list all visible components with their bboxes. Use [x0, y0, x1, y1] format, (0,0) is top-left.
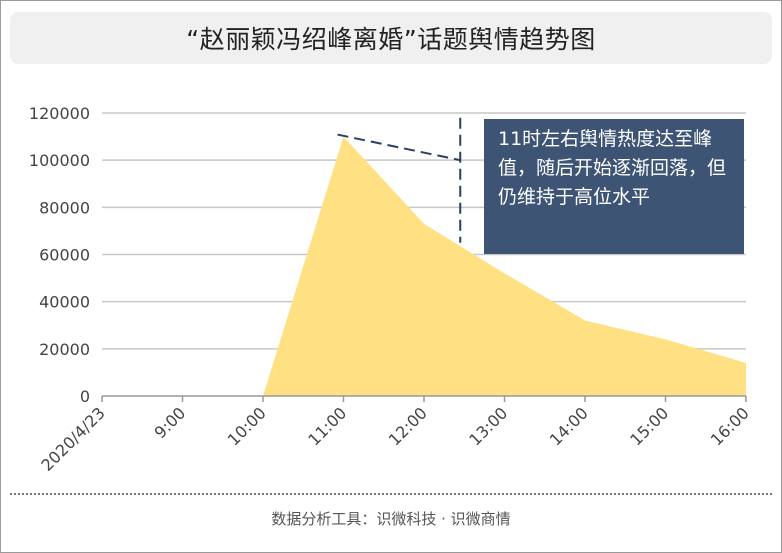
annotation-text: 11时左右舆情热度达至峰值，随后开始逐渐回落，但仍维持于高位水平 — [498, 128, 727, 208]
x-tick-label: 13:00 — [465, 403, 511, 449]
y-tick-label: 80000 — [39, 198, 90, 217]
y-tick-label: 120000 — [29, 104, 90, 123]
footer-source: 数据分析工具：识微科技 · 识微商情 — [271, 510, 511, 528]
x-tick-label: 14:00 — [546, 403, 592, 449]
x-tick-label: 10:00 — [224, 403, 270, 449]
chart-title: “赵丽颖冯绍峰离婚”话题舆情趋势图 — [186, 25, 596, 54]
title-bar: “赵丽颖冯绍峰离婚”话题舆情趋势图 — [10, 12, 772, 64]
y-tick-label: 40000 — [39, 293, 90, 312]
y-tick-label: 20000 — [39, 340, 90, 359]
x-tick-label: 9:00 — [150, 403, 189, 442]
footer-divider — [10, 493, 772, 495]
y-tick-label: 0 — [80, 387, 90, 406]
trend-dashed-line — [337, 133, 461, 162]
y-tick-label: 60000 — [39, 246, 90, 265]
area-series — [102, 136, 746, 397]
x-tick-label: 12:00 — [385, 403, 431, 449]
y-tick-label: 100000 — [29, 151, 90, 170]
x-tick-label: 15:00 — [626, 403, 672, 449]
x-tick-label: 16:00 — [707, 403, 753, 449]
x-tick-label: 2020/4/23 — [37, 403, 108, 474]
x-tick-label: 11:00 — [304, 403, 350, 449]
annotation-box: 11时左右舆情热度达至峰值，随后开始逐渐回落，但仍维持于高位水平 — [484, 119, 744, 254]
